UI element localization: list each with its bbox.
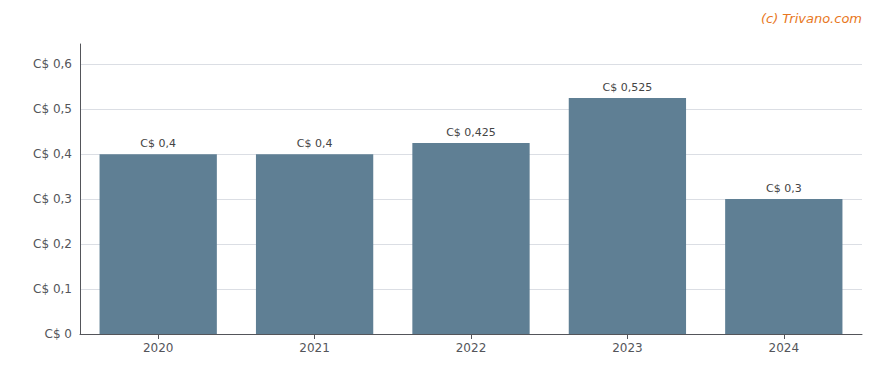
svg-text:C$ 0: C$ 0 xyxy=(45,327,72,341)
svg-text:C$ 0,4: C$ 0,4 xyxy=(33,147,72,161)
svg-text:(c) Trivano.com: (c) Trivano.com xyxy=(761,11,862,26)
svg-text:C$ 0,6: C$ 0,6 xyxy=(33,57,72,71)
svg-text:C$ 0,425: C$ 0,425 xyxy=(446,126,496,139)
svg-text:C$ 0,1: C$ 0,1 xyxy=(33,282,72,296)
svg-text:2021: 2021 xyxy=(299,341,330,355)
svg-text:2020: 2020 xyxy=(143,341,174,355)
svg-text:2023: 2023 xyxy=(612,341,643,355)
svg-text:C$ 0,2: C$ 0,2 xyxy=(33,237,72,251)
svg-text:C$ 0,4: C$ 0,4 xyxy=(140,137,176,150)
svg-text:C$ 0,525: C$ 0,525 xyxy=(603,81,653,94)
svg-text:2022: 2022 xyxy=(456,341,487,355)
svg-text:C$ 0,5: C$ 0,5 xyxy=(33,102,72,116)
svg-text:C$ 0,3: C$ 0,3 xyxy=(33,192,72,206)
svg-text:2024: 2024 xyxy=(769,341,800,355)
svg-text:C$ 0,3: C$ 0,3 xyxy=(766,182,802,195)
svg-text:C$ 0,4: C$ 0,4 xyxy=(297,137,333,150)
